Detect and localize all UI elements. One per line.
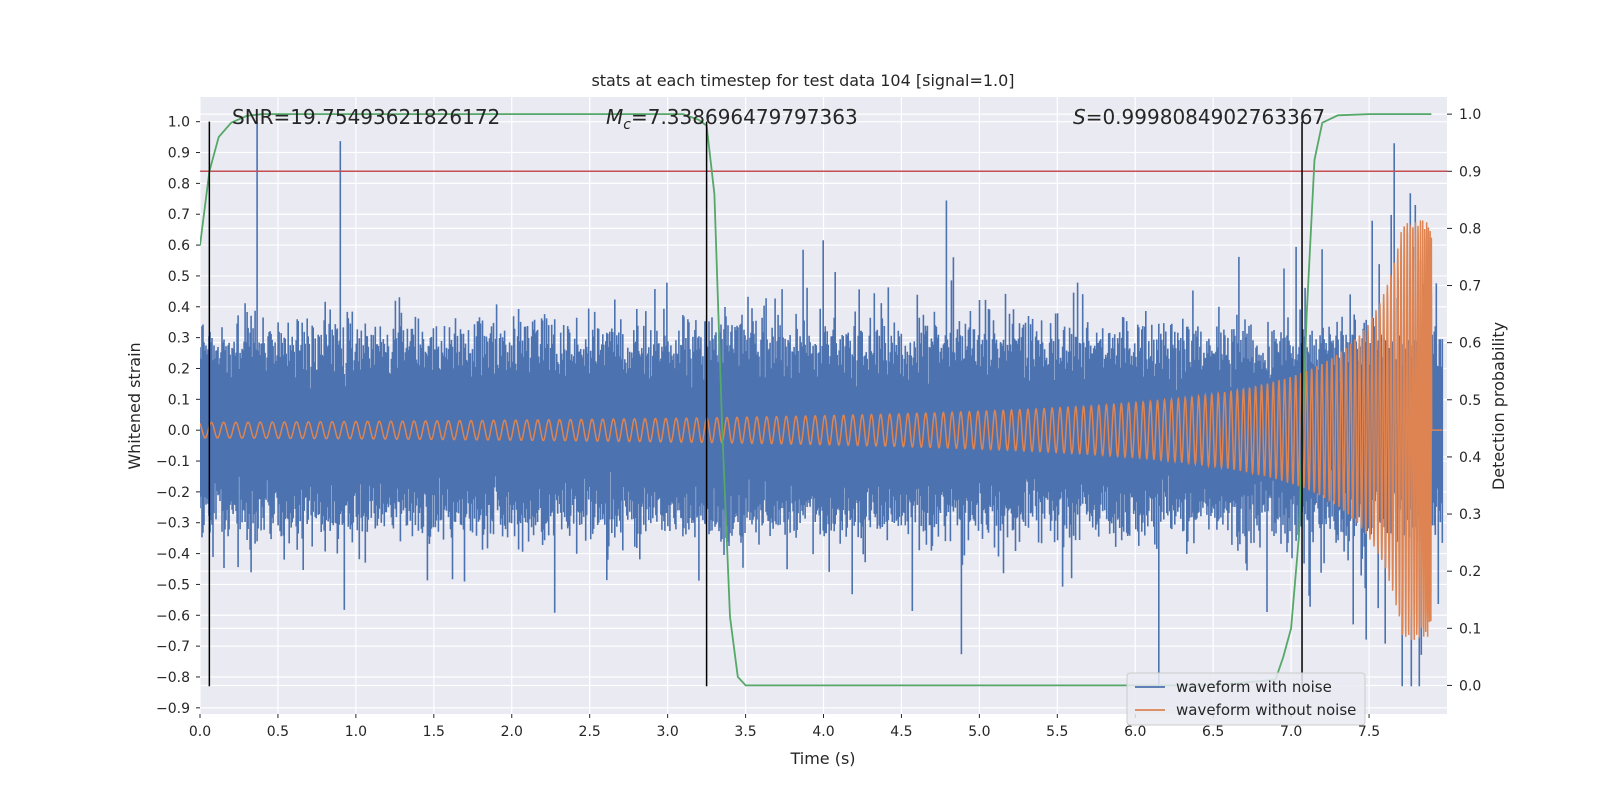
y2-tick-label: 1.0 bbox=[1459, 107, 1481, 123]
y-tick-label: −0.9 bbox=[156, 701, 190, 717]
y-tick-label: 0.5 bbox=[168, 269, 190, 285]
chirp-mass-symbol: M bbox=[606, 105, 623, 129]
chirp-mass-subscript: c bbox=[623, 117, 631, 133]
y2-tick-label: 0.0 bbox=[1459, 678, 1481, 694]
y2-tick-label: 0.2 bbox=[1459, 564, 1481, 580]
x-tick-label: 4.0 bbox=[812, 724, 834, 740]
y-axis-label: Whitened strain bbox=[125, 342, 144, 469]
x-axis-label: Time (s) bbox=[789, 749, 855, 768]
y-tick-label: 0.3 bbox=[168, 331, 190, 347]
y-tick-label: 0.0 bbox=[168, 423, 190, 439]
y-tick-label: 0.8 bbox=[168, 176, 190, 192]
y-tick-label: 0.9 bbox=[168, 146, 190, 162]
x-tick-label: 7.5 bbox=[1358, 724, 1380, 740]
x-tick-label: 0.5 bbox=[267, 724, 289, 740]
x-tick-label: 7.0 bbox=[1280, 724, 1302, 740]
series-waveform-without-noise bbox=[200, 220, 1443, 640]
series-detection-probability bbox=[200, 113, 1432, 687]
y-tick-label: 0.7 bbox=[168, 207, 190, 223]
score-value: =0.9998084902763367 bbox=[1086, 105, 1325, 129]
y2-tick-label: 0.9 bbox=[1459, 164, 1481, 180]
y2-axis-label: Detection probability bbox=[1489, 322, 1508, 490]
y2-tick-label: 0.7 bbox=[1459, 279, 1481, 295]
x-tick-label: 0.0 bbox=[189, 724, 211, 740]
y-tick-label: 1.0 bbox=[168, 115, 190, 131]
chart-title: stats at each timestep for test data 104… bbox=[591, 71, 1014, 90]
legend-label-noise: waveform with noise bbox=[1176, 678, 1332, 696]
x-tick-label: 6.5 bbox=[1202, 724, 1224, 740]
y2-tick-label: 0.1 bbox=[1459, 621, 1481, 637]
x-tick-label: 5.5 bbox=[1046, 724, 1068, 740]
y-tick-label: −0.7 bbox=[156, 639, 190, 655]
score-symbol: S bbox=[1073, 105, 1086, 129]
y2-tick-label: 0.3 bbox=[1459, 507, 1481, 523]
legend: waveform with noise waveform without noi… bbox=[1126, 672, 1366, 726]
y-tick-label: 0.2 bbox=[168, 361, 190, 377]
x-tick-label: 3.0 bbox=[656, 724, 678, 740]
x-tick-label: 5.0 bbox=[968, 724, 990, 740]
y-tick-label: 0.4 bbox=[168, 300, 190, 316]
y2-tick-label: 0.5 bbox=[1459, 393, 1481, 409]
y-tick-label: 0.1 bbox=[168, 392, 190, 408]
y-tick-label: 0.6 bbox=[168, 238, 190, 254]
x-tick-label: 2.0 bbox=[501, 724, 523, 740]
x-tick-label: 1.0 bbox=[345, 724, 367, 740]
x-tick-label: 4.5 bbox=[890, 724, 912, 740]
chirp-mass-value: =7.338696479797363 bbox=[631, 105, 858, 129]
x-tick-label: 1.5 bbox=[423, 724, 445, 740]
y2-tick-label: 0.6 bbox=[1459, 336, 1481, 352]
x-tick-label: 3.5 bbox=[734, 724, 756, 740]
axes: 0.0 0.5 1.0 1.5 2.0 2.5 3.0 3.5 4.0 4.5 5.0 5.5 6.0 6… bbox=[156, 107, 1481, 740]
x-tick-label: 6.0 bbox=[1124, 724, 1146, 740]
snr-annotation: SNR=19.75493621826172 bbox=[232, 105, 500, 129]
legend-label-clean: waveform without noise bbox=[1176, 701, 1356, 719]
y2-tick-label: 0.8 bbox=[1459, 221, 1481, 237]
y2-tick-label: 0.4 bbox=[1459, 450, 1481, 466]
y-tick-label: −0.6 bbox=[156, 608, 190, 624]
y-tick-label: −0.4 bbox=[156, 547, 190, 563]
y-tick-label: −0.3 bbox=[156, 516, 190, 532]
y-tick-label: −0.1 bbox=[156, 454, 190, 470]
y-tick-label: −0.2 bbox=[156, 485, 190, 501]
legend-box bbox=[1126, 672, 1366, 726]
chirp-mass-annotation: Mc=7.338696479797363 bbox=[606, 105, 858, 133]
x-tick-label: 2.5 bbox=[579, 724, 601, 740]
plot-area bbox=[200, 113, 1447, 687]
y-tick-label: −0.8 bbox=[156, 670, 190, 686]
score-annotation: S=0.9998084902763367 bbox=[1073, 105, 1325, 129]
y-tick-label: −0.5 bbox=[156, 577, 190, 593]
